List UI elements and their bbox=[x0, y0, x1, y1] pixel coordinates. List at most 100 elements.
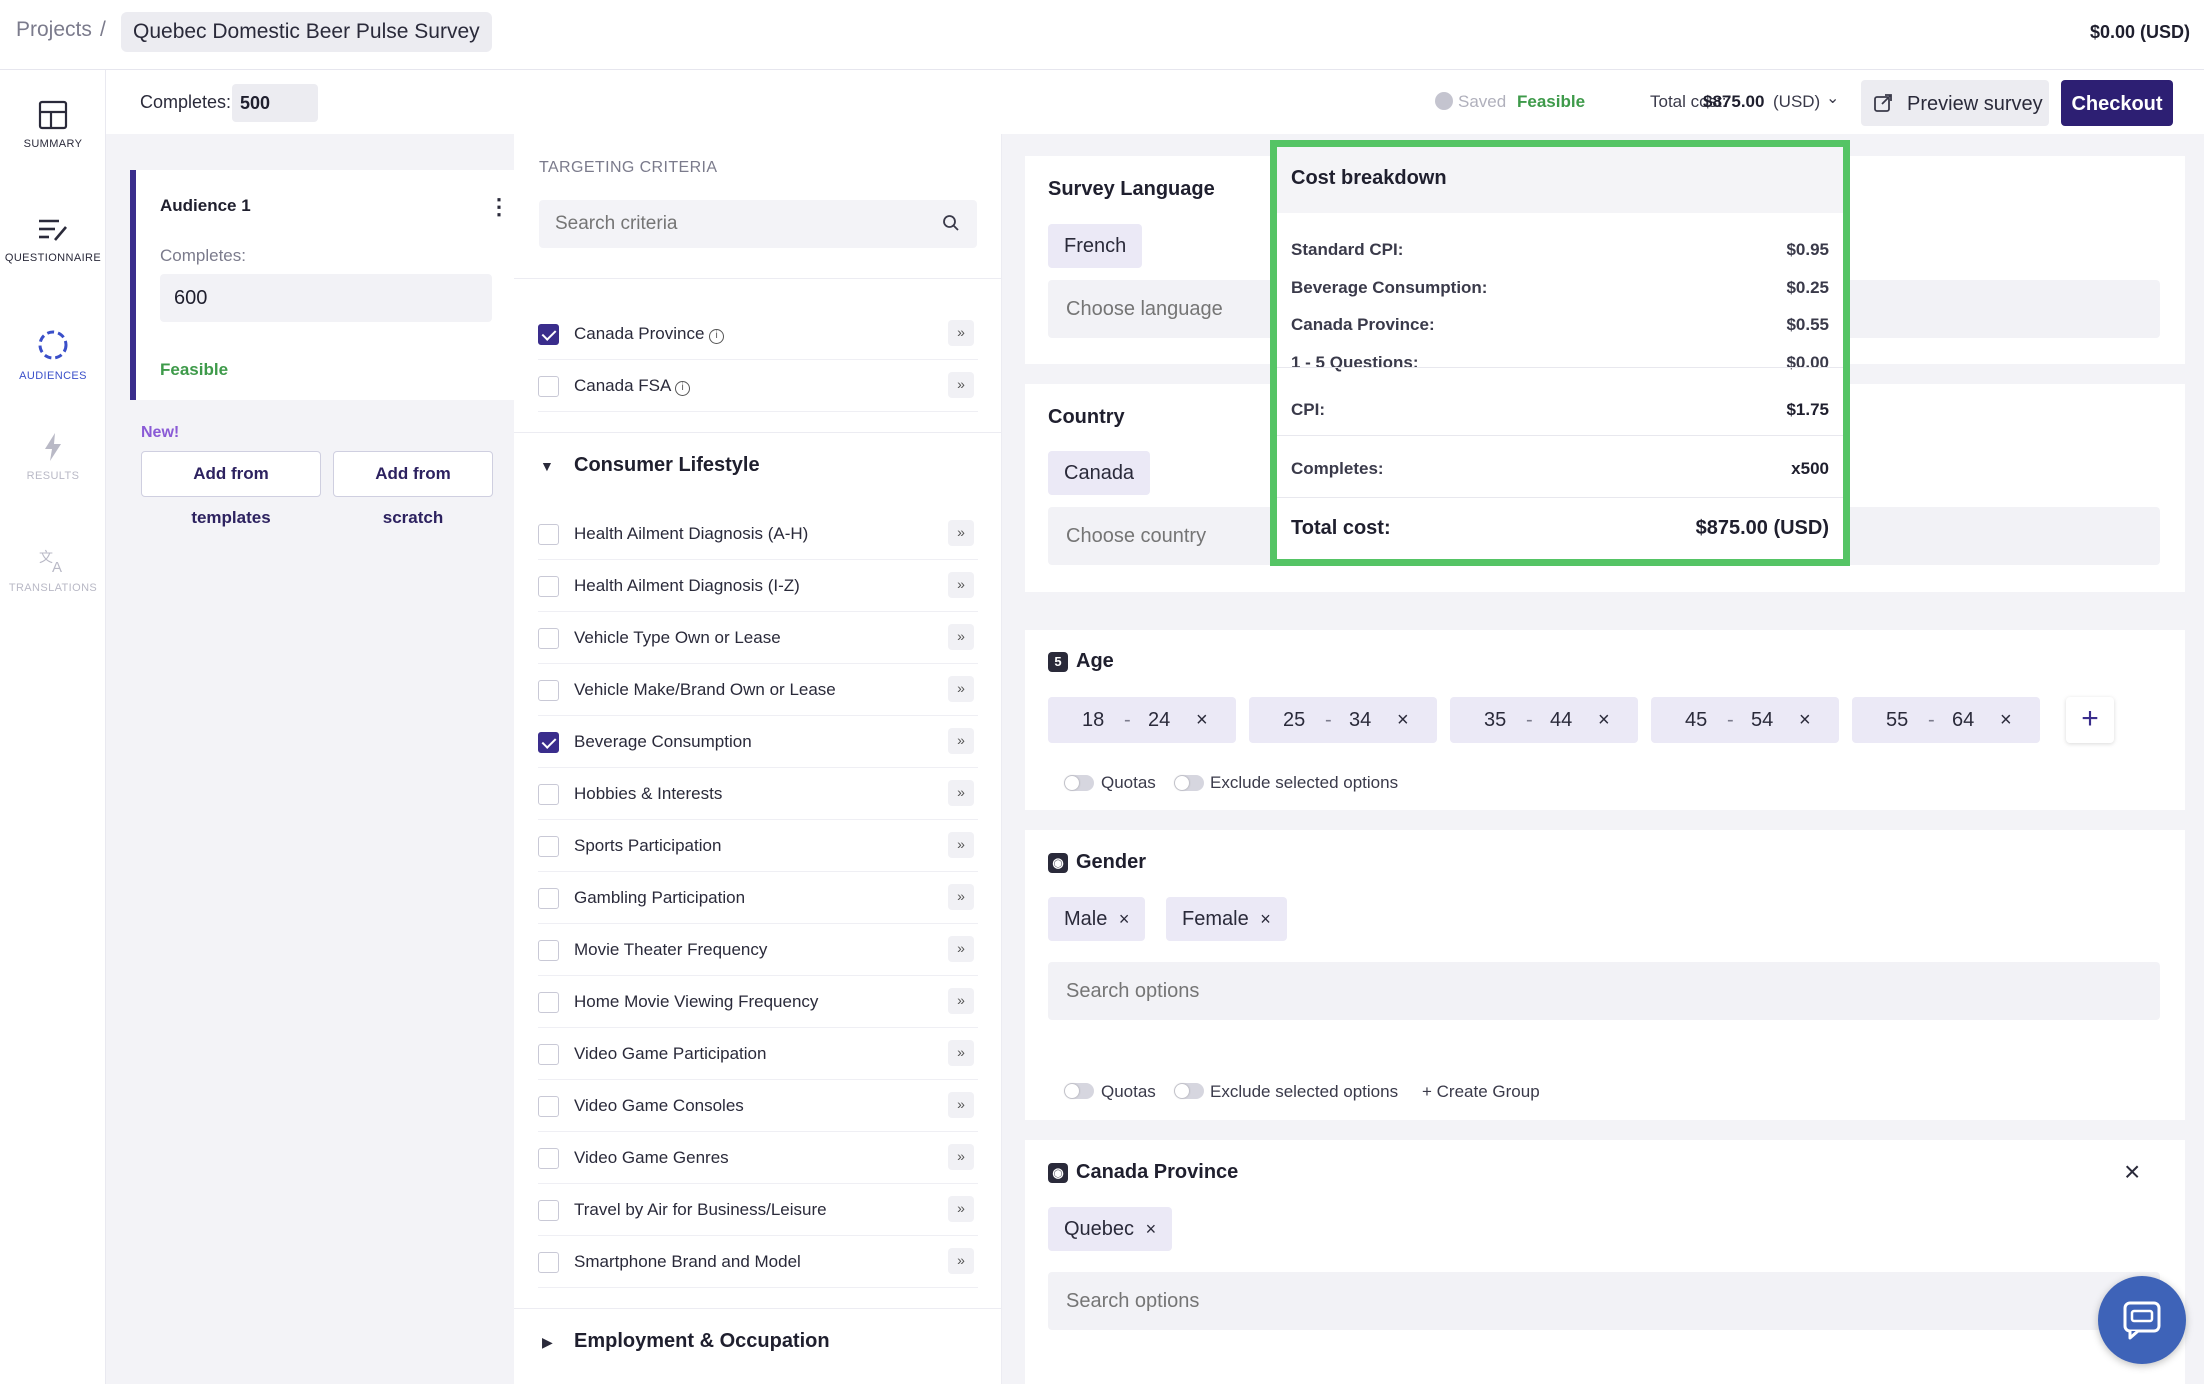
gender-exclude-toggle[interactable] bbox=[1174, 1083, 1204, 1099]
criteria-checkbox[interactable] bbox=[538, 1200, 559, 1221]
nav-results[interactable]: RESULTS bbox=[0, 432, 106, 482]
total-cost-value[interactable]: $875.00 bbox=[1703, 92, 1765, 111]
age-range-chip[interactable]: 35-44 × bbox=[1450, 697, 1638, 743]
expand-arrows-icon[interactable]: » bbox=[948, 988, 974, 1014]
info-icon[interactable]: i bbox=[675, 381, 691, 396]
expand-arrows-icon[interactable]: » bbox=[948, 728, 974, 754]
age-range-min[interactable]: 55 bbox=[1886, 709, 1909, 731]
expand-arrows-icon[interactable]: » bbox=[948, 1092, 974, 1118]
criteria-checkbox[interactable] bbox=[538, 784, 559, 805]
criteria-checkbox[interactable] bbox=[538, 992, 559, 1013]
close-icon[interactable]: × bbox=[2124, 1156, 2141, 1187]
criteria-checkbox[interactable] bbox=[538, 940, 559, 961]
age-quotas-toggle[interactable] bbox=[1064, 775, 1094, 791]
age-range-min[interactable]: 45 bbox=[1685, 709, 1708, 731]
expand-arrows-icon[interactable]: » bbox=[948, 320, 974, 346]
audience-card[interactable]: Audience 1 ⋮ Completes: Feasible bbox=[130, 170, 514, 400]
add-from-templates-button[interactable]: Add from templates bbox=[141, 451, 321, 527]
remove-icon[interactable]: × bbox=[1260, 909, 1271, 929]
age-range-chip[interactable]: 45-54 × bbox=[1651, 697, 1839, 743]
age-range-max[interactable]: 44 bbox=[1550, 709, 1573, 731]
age-range-min[interactable]: 35 bbox=[1484, 709, 1507, 731]
expand-arrows-icon[interactable]: » bbox=[948, 676, 974, 702]
remove-icon[interactable]: × bbox=[2000, 709, 2012, 731]
age-range-max[interactable]: 64 bbox=[1952, 709, 1975, 731]
criteria-checkbox[interactable] bbox=[538, 524, 559, 545]
expand-arrows-icon[interactable]: » bbox=[948, 624, 974, 650]
criteria-checkbox[interactable] bbox=[538, 324, 559, 345]
criteria-checkbox[interactable] bbox=[538, 1096, 559, 1117]
age-range-max[interactable]: 34 bbox=[1349, 709, 1372, 731]
gender-search-input[interactable] bbox=[1048, 962, 2160, 1020]
info-icon[interactable]: i bbox=[709, 329, 725, 344]
nav-audiences[interactable]: AUDIENCES bbox=[0, 328, 106, 382]
criteria-row[interactable]: Health Ailment Diagnosis (I-Z) » bbox=[538, 560, 978, 612]
criteria-row[interactable]: Video Game Genres » bbox=[538, 1132, 978, 1184]
criteria-search-input[interactable] bbox=[539, 200, 977, 248]
remove-icon[interactable]: × bbox=[1598, 709, 1610, 731]
criteria-row[interactable]: Gambling Participation » bbox=[538, 872, 978, 924]
criteria-checkbox[interactable] bbox=[538, 836, 559, 857]
expand-arrows-icon[interactable]: » bbox=[948, 884, 974, 910]
criteria-checkbox[interactable] bbox=[538, 1044, 559, 1065]
criteria-row[interactable]: Vehicle Make/Brand Own or Lease » bbox=[538, 664, 978, 716]
group-consumer-lifestyle[interactable]: Consumer Lifestyle bbox=[574, 454, 760, 476]
province-chip-quebec[interactable]: Quebec × bbox=[1048, 1207, 1173, 1251]
age-range-max[interactable]: 24 bbox=[1148, 709, 1171, 731]
remove-icon[interactable]: × bbox=[1118, 909, 1130, 929]
criteria-checkbox[interactable] bbox=[538, 680, 559, 701]
more-options-icon[interactable]: ⋮ bbox=[488, 194, 510, 219]
criteria-checkbox[interactable] bbox=[538, 628, 559, 649]
create-group-button[interactable]: + Create Group bbox=[1422, 1082, 1540, 1101]
age-range-chip[interactable]: 25-34 × bbox=[1249, 697, 1437, 743]
gender-chip-male[interactable]: Male × bbox=[1048, 897, 1146, 941]
audience-completes-input[interactable] bbox=[160, 274, 492, 322]
expand-arrows-icon[interactable]: » bbox=[948, 936, 974, 962]
remove-icon[interactable]: × bbox=[1196, 709, 1208, 731]
criteria-row[interactable]: Beverage Consumption » bbox=[538, 716, 978, 768]
expand-arrows-icon[interactable]: » bbox=[948, 832, 974, 858]
checkout-button[interactable]: Checkout bbox=[2061, 80, 2173, 126]
caret-down-icon[interactable]: ▼ bbox=[540, 458, 554, 474]
add-age-range-button[interactable]: + bbox=[2066, 697, 2114, 743]
expand-arrows-icon[interactable]: » bbox=[948, 1196, 974, 1222]
criteria-checkbox[interactable] bbox=[538, 376, 559, 397]
add-from-scratch-button[interactable]: Add from scratch bbox=[333, 451, 493, 527]
age-range-chip[interactable]: 18-24 × bbox=[1048, 697, 1236, 743]
criteria-row[interactable]: Video Game Participation » bbox=[538, 1028, 978, 1080]
gender-chip-female[interactable]: Female × bbox=[1166, 897, 1287, 941]
criteria-checkbox[interactable] bbox=[538, 888, 559, 909]
criteria-checkbox[interactable] bbox=[538, 576, 559, 597]
criteria-row[interactable]: Smartphone Brand and Model » bbox=[538, 1236, 978, 1288]
nav-questionnaire[interactable]: QUESTIONNAIRE bbox=[0, 216, 106, 264]
age-exclude-toggle[interactable] bbox=[1174, 775, 1204, 791]
caret-right-icon[interactable]: ▶ bbox=[542, 1334, 553, 1350]
criteria-checkbox[interactable] bbox=[538, 1252, 559, 1273]
criteria-row[interactable]: Sports Participation » bbox=[538, 820, 978, 872]
age-range-chip[interactable]: 55-64 × bbox=[1852, 697, 2040, 743]
criteria-checkbox[interactable] bbox=[538, 1148, 559, 1169]
project-title[interactable]: Quebec Domestic Beer Pulse Survey bbox=[121, 12, 492, 52]
remove-icon[interactable]: × bbox=[1397, 709, 1409, 731]
criteria-row[interactable]: Canada Province i » bbox=[538, 308, 978, 360]
country-chip[interactable]: Canada bbox=[1048, 451, 1151, 495]
criteria-row[interactable]: Canada FSA i » bbox=[538, 360, 978, 412]
expand-arrows-icon[interactable]: » bbox=[948, 780, 974, 806]
language-chip[interactable]: French bbox=[1048, 224, 1143, 268]
expand-arrows-icon[interactable]: » bbox=[948, 372, 974, 398]
expand-arrows-icon[interactable]: » bbox=[948, 572, 974, 598]
remove-icon[interactable]: × bbox=[1145, 1219, 1157, 1239]
expand-arrows-icon[interactable]: » bbox=[948, 520, 974, 546]
gender-quotas-toggle[interactable] bbox=[1064, 1083, 1094, 1099]
criteria-row[interactable]: Hobbies & Interests » bbox=[538, 768, 978, 820]
expand-arrows-icon[interactable]: » bbox=[948, 1144, 974, 1170]
criteria-row[interactable]: Movie Theater Frequency » bbox=[538, 924, 978, 976]
criteria-row[interactable]: Health Ailment Diagnosis (A-H) » bbox=[538, 508, 978, 560]
nav-summary[interactable]: SUMMARY bbox=[0, 100, 106, 150]
expand-arrows-icon[interactable]: » bbox=[948, 1040, 974, 1066]
completes-input[interactable] bbox=[232, 84, 318, 122]
preview-survey-button[interactable]: Preview survey bbox=[1861, 80, 2049, 126]
province-search-input[interactable] bbox=[1048, 1272, 2160, 1330]
criteria-checkbox[interactable] bbox=[538, 732, 559, 753]
